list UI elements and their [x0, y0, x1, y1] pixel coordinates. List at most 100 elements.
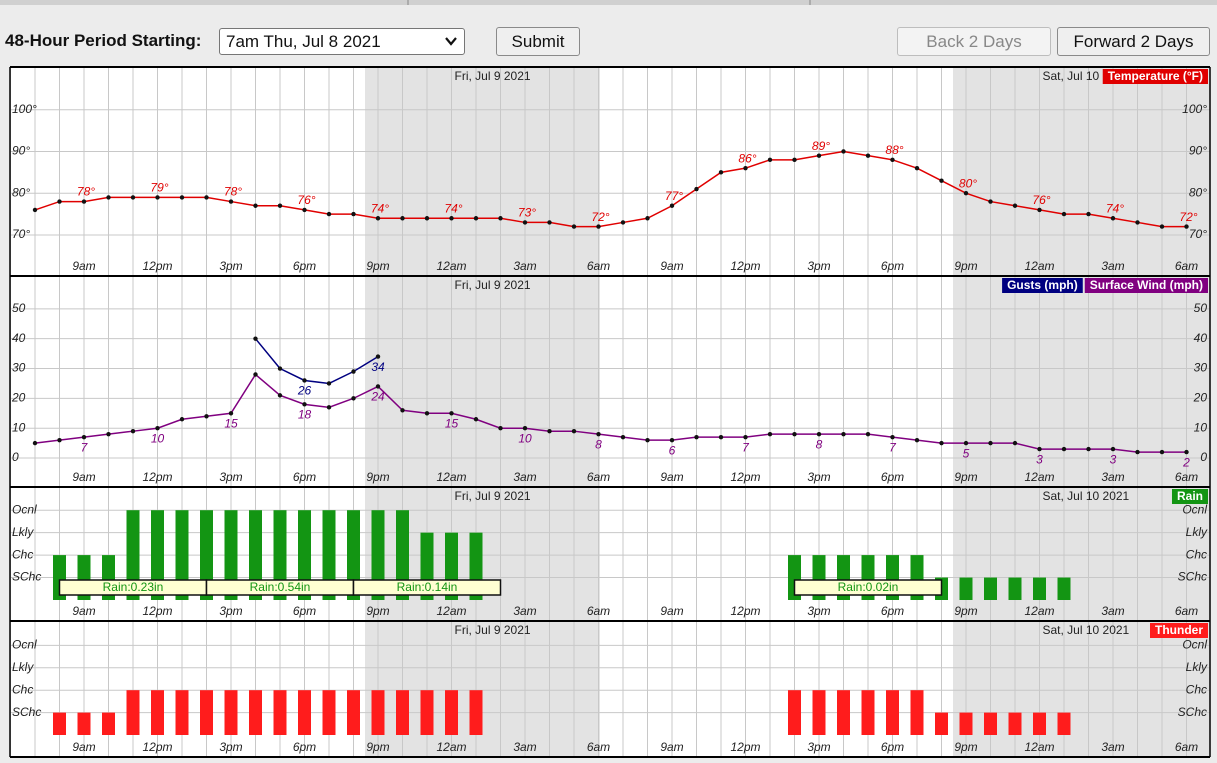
point: [1184, 449, 1189, 455]
point: [1037, 207, 1042, 213]
x-tick-label: 9pm: [366, 470, 389, 484]
legend-box: [1002, 278, 1083, 293]
x-tick-label: 3am: [513, 470, 536, 484]
bar: [420, 690, 434, 735]
x-tick-label: 3am: [513, 259, 536, 273]
point: [1061, 446, 1067, 452]
point: [620, 220, 626, 225]
y-tick-label: 70°: [1189, 227, 1207, 241]
bar: [788, 690, 801, 735]
y-tick-label: Chc: [1186, 682, 1207, 696]
point: [155, 195, 160, 200]
point: [106, 431, 111, 437]
bar: [126, 510, 140, 600]
data-label: 15: [445, 416, 459, 430]
data-label: 79°: [150, 181, 168, 195]
data-label: 8: [816, 437, 823, 451]
point: [1110, 446, 1116, 452]
period-select[interactable]: 7am Thu, Jul 8 2021: [219, 28, 465, 55]
data-label: 77°: [665, 189, 683, 203]
point: [1159, 224, 1165, 229]
x-tick-label: 6pm: [881, 740, 904, 754]
submit-button[interactable]: Submit: [496, 27, 580, 56]
data-label: 7: [81, 440, 89, 454]
x-tick-label: 6am: [1175, 470, 1198, 484]
bar: [1033, 712, 1046, 735]
data-label: 6: [669, 443, 676, 457]
bar: [396, 690, 409, 735]
forward-button[interactable]: Forward 2 Days: [1057, 27, 1210, 56]
y-tick-label: 40: [12, 331, 26, 345]
bar: [200, 510, 213, 600]
rain-total-box: [793, 579, 943, 596]
y-tick-label: Ocnl: [12, 502, 37, 516]
bar: [175, 690, 189, 735]
point: [939, 440, 944, 446]
point: [865, 431, 871, 437]
series-line: [254, 338, 379, 385]
bar: [861, 690, 875, 735]
bar: [224, 690, 238, 735]
x-tick-label: 12am: [1024, 604, 1054, 618]
x-tick-label: 9am: [72, 604, 95, 618]
data-label: 10: [518, 431, 532, 445]
point: [743, 165, 748, 171]
bar: [347, 690, 360, 735]
y-tick-label: Ocnl: [1182, 502, 1207, 516]
y-tick-label: Chc: [12, 547, 33, 561]
bar: [837, 690, 850, 735]
point: [228, 199, 234, 204]
point: [130, 428, 136, 434]
y-tick-label: SChc: [12, 705, 41, 719]
night-shade: [953, 621, 1210, 757]
point: [522, 426, 528, 431]
x-tick-label: 12am: [1024, 470, 1054, 484]
bar: [371, 690, 385, 735]
x-tick-label: 6pm: [881, 259, 904, 273]
day-label: Fri, Jul 9 2021: [455, 69, 531, 83]
x-tick-label: 3am: [513, 740, 536, 754]
x-tick-label: 6pm: [293, 470, 316, 484]
night-shade: [953, 276, 1210, 487]
y-tick-label: Lkly: [12, 660, 34, 674]
x-tick-label: 6am: [1175, 740, 1198, 754]
point: [792, 157, 797, 163]
y-tick-label: Chc: [1186, 547, 1207, 561]
point: [963, 440, 969, 446]
point: [939, 178, 944, 183]
bar: [249, 690, 262, 735]
point: [767, 157, 773, 163]
point: [277, 366, 283, 371]
point: [1184, 224, 1189, 229]
y-tick-label: Lkly: [1186, 660, 1208, 674]
y-tick-label: SChc: [1178, 570, 1207, 584]
legend-box: [1150, 623, 1208, 638]
bar: [469, 690, 483, 735]
night-shade: [365, 621, 600, 757]
data-label: 18: [298, 408, 312, 422]
point: [449, 411, 454, 416]
x-tick-label: 12am: [1024, 740, 1054, 754]
point: [645, 437, 650, 443]
x-tick-label: 3am: [513, 604, 536, 618]
point: [718, 434, 724, 440]
x-tick-label: 6am: [1175, 604, 1198, 618]
point: [522, 220, 528, 225]
point: [326, 381, 332, 386]
bar: [224, 510, 238, 600]
point: [277, 393, 283, 398]
point: [694, 434, 699, 440]
back-button[interactable]: Back 2 Days: [897, 27, 1051, 56]
x-tick-label: 6am: [587, 259, 610, 273]
y-tick-label: 70°: [12, 227, 30, 241]
y-tick-label: Chc: [12, 682, 33, 696]
y-tick-label: 10: [1194, 420, 1208, 434]
point: [718, 170, 724, 175]
legend-label: Temperature (°F): [1108, 69, 1203, 83]
series-line: [34, 373, 1187, 453]
y-tick-label: Lkly: [12, 525, 34, 539]
bar: [886, 690, 899, 735]
bar: [959, 577, 973, 600]
point: [302, 378, 307, 383]
